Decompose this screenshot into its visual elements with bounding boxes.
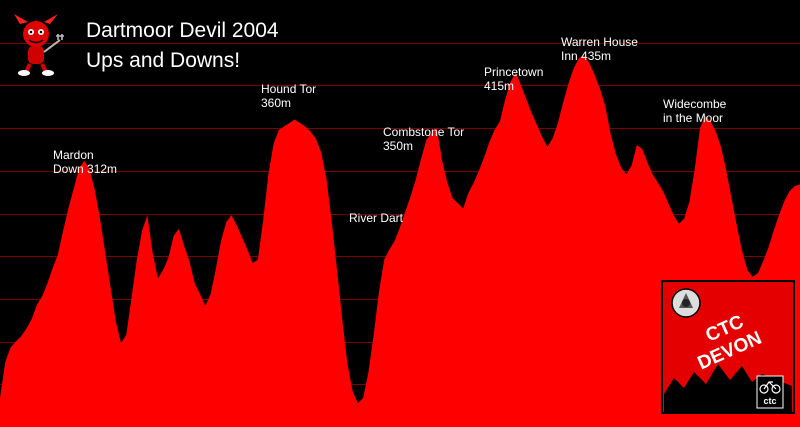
annotation-princetown: Princetown 415m	[484, 65, 543, 93]
annotation-widecombe-line-1: Widecombe	[663, 97, 727, 111]
elevation-profile-area	[0, 55, 800, 427]
annotation-warren-house: Warren House Inn 435m	[561, 35, 638, 63]
annotation-warren-house-line-2: Inn 435m	[561, 49, 611, 63]
annotation-princetown-line-1: Princetown	[484, 65, 543, 79]
annotation-mardon-line-2: Down 312m	[53, 162, 117, 176]
annotation-widecombe: Widecombe in the Moor	[663, 97, 727, 125]
chart-title-line-1: Dartmoor Devil 2004	[86, 19, 279, 42]
devil-mascot-icon	[14, 14, 64, 76]
annotation-princetown-line-2: 415m	[484, 79, 514, 93]
annotation-widecombe-line-2: in the Moor	[663, 111, 723, 125]
annotation-river-dart-line-1: River Dart	[349, 211, 404, 225]
annotation-combstone-tor-line-2: 350m	[383, 139, 413, 153]
ctc-devon-logo: CTC DEVON ctc	[661, 280, 795, 414]
annotation-combstone-tor: Combstone Tor 350m	[383, 125, 464, 153]
logo-ctc-small-text: ctc	[763, 396, 776, 406]
annotation-river-dart: River Dart	[349, 211, 404, 225]
annotation-mardon: Mardon Down 312m	[53, 148, 117, 176]
annotation-warren-house-line-1: Warren House	[561, 35, 638, 49]
annotation-hound-tor: Hound Tor 360m	[261, 82, 316, 110]
annotation-hound-tor-line-1: Hound Tor	[261, 82, 316, 96]
chart-title-line-2: Ups and Downs!	[86, 49, 240, 72]
annotation-combstone-tor-line-1: Combstone Tor	[383, 125, 464, 139]
elevation-area	[0, 55, 800, 427]
annotation-mardon-line-1: Mardon	[53, 148, 94, 162]
annotation-hound-tor-line-2: 360m	[261, 96, 291, 110]
bicycle-icon	[759, 381, 781, 394]
